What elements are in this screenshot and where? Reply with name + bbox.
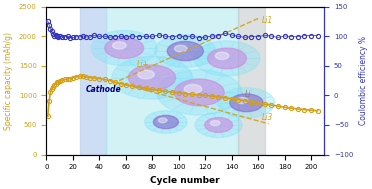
Circle shape — [167, 41, 203, 61]
Circle shape — [215, 52, 229, 60]
Bar — [80, 7, 106, 155]
Text: Cathode: Cathode — [86, 85, 122, 94]
Circle shape — [145, 111, 187, 133]
Circle shape — [208, 48, 246, 69]
Circle shape — [218, 88, 275, 118]
Circle shape — [157, 70, 242, 115]
Circle shape — [158, 118, 167, 123]
X-axis label: Cycle number: Cycle number — [151, 176, 220, 185]
Circle shape — [194, 41, 260, 76]
Circle shape — [174, 79, 224, 106]
Circle shape — [174, 45, 187, 52]
Bar — [238, 7, 264, 155]
Circle shape — [128, 65, 176, 90]
Circle shape — [112, 56, 192, 99]
Circle shape — [105, 38, 144, 58]
Circle shape — [153, 115, 178, 129]
Bar — [106, 7, 238, 155]
Text: Li: Li — [245, 90, 251, 99]
Circle shape — [237, 98, 248, 104]
Circle shape — [210, 121, 220, 126]
Circle shape — [138, 70, 154, 79]
Text: Li1: Li1 — [262, 16, 273, 25]
Y-axis label: Coulombic efficiency %: Coulombic efficiency % — [359, 36, 368, 125]
Circle shape — [230, 94, 263, 112]
Y-axis label: Specific capacity (mAh/g): Specific capacity (mAh/g) — [4, 32, 13, 130]
Circle shape — [113, 42, 126, 49]
Circle shape — [91, 30, 157, 66]
Text: Li+: Li+ — [137, 60, 149, 69]
Circle shape — [184, 84, 202, 94]
Circle shape — [205, 118, 232, 132]
Text: Li3: Li3 — [262, 113, 273, 122]
Circle shape — [155, 35, 216, 67]
Circle shape — [195, 112, 242, 138]
